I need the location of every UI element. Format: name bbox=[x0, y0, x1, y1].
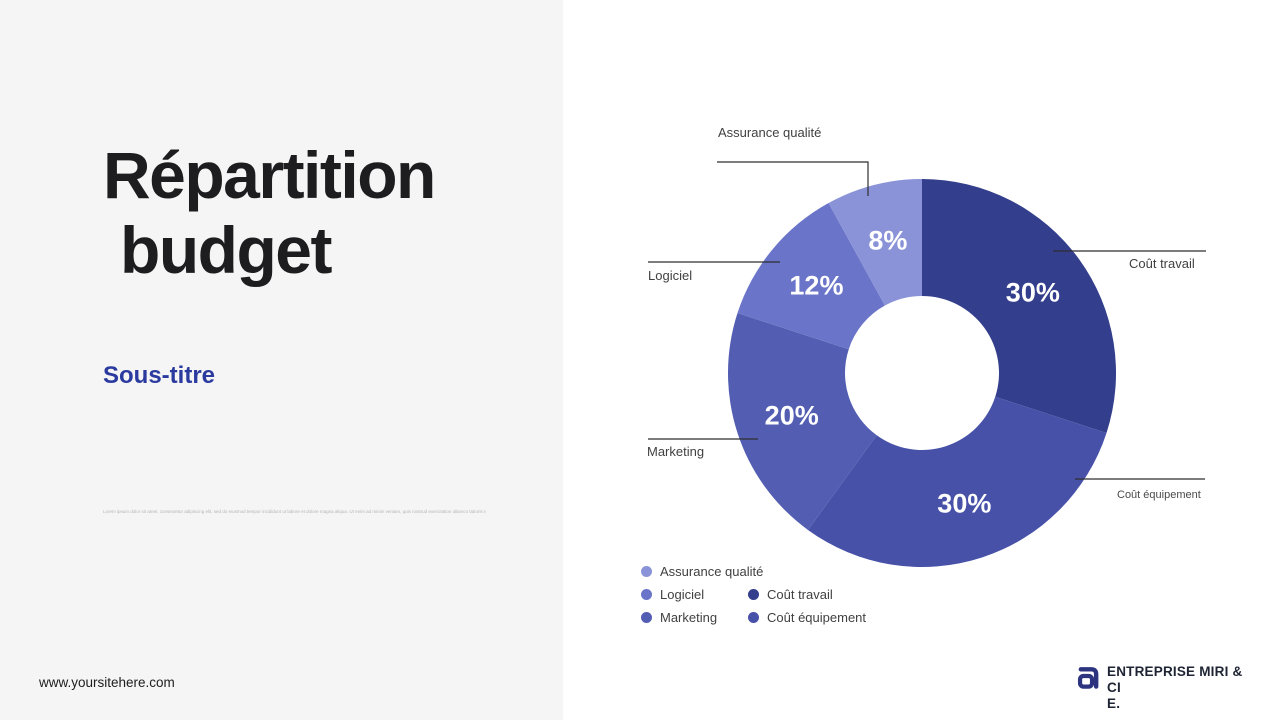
legend-label-cout-equipement: Coût équipement bbox=[767, 610, 867, 625]
donut-slice-cout-travail bbox=[922, 179, 1116, 433]
legend-item-cout-equipement: Coût équipement bbox=[748, 610, 866, 625]
brand-block: ENTREPRISE MIRI & CI E. bbox=[1077, 664, 1249, 712]
fine-print-text: Lorem ipsum dolor sit amet, consectetur … bbox=[103, 509, 486, 514]
legend-item-logiciel: Logiciel bbox=[641, 587, 748, 602]
callout-label-cout-equipement: Coût équipement bbox=[1117, 489, 1201, 501]
callout-line-assurance-qualite bbox=[717, 161, 869, 196]
legend-item-marketing: Marketing bbox=[641, 610, 748, 625]
legend-dot-cout-travail bbox=[748, 589, 759, 600]
donut-slice-marketing bbox=[728, 313, 877, 530]
callout-label-logiciel: Logiciel bbox=[648, 268, 693, 283]
title-line-2: budget bbox=[120, 212, 332, 287]
slice-value-label: 30% bbox=[937, 488, 991, 518]
legend-label-cout-travail: Coût travail bbox=[767, 587, 833, 602]
legend-item-assurance-qualite: Assurance qualité bbox=[641, 564, 763, 579]
legend-label-assurance-qualite: Assurance qualité bbox=[660, 564, 764, 579]
legend-item-cout-travail: Coût travail bbox=[748, 587, 866, 602]
website-url: www.yoursitehere.com bbox=[39, 675, 175, 690]
legend-dot-logiciel bbox=[641, 589, 652, 600]
chart-legend: Assurance qualité Logiciel Coût travail … bbox=[641, 560, 866, 629]
donut-slice-logiciel bbox=[737, 202, 885, 350]
legend-dot-assurance-qualite bbox=[641, 566, 652, 577]
page-title: Répartition budget bbox=[103, 138, 436, 287]
slice-value-label: 30% bbox=[1006, 277, 1060, 307]
subtitle: Sous-titre bbox=[103, 362, 216, 389]
slice-value-label: 8% bbox=[868, 225, 907, 255]
donut-slices: 30% 30% 20% 12% 8% bbox=[728, 179, 1116, 567]
company-name-line-2: E. bbox=[1107, 695, 1121, 711]
left-panel: Répartition budget Sous-titre Lorem ipsu… bbox=[0, 0, 563, 720]
company-logo-icon bbox=[1077, 667, 1099, 689]
legend-dot-cout-equipement bbox=[748, 612, 759, 623]
callout-label-cout-travail: Coût travail bbox=[1129, 256, 1195, 271]
donut-slice-assurance-qualite bbox=[828, 179, 922, 306]
title-line-1: Répartition bbox=[103, 138, 436, 212]
slice-value-label: 12% bbox=[789, 271, 843, 301]
company-name-line-1: ENTREPRISE MIRI & CI bbox=[1107, 664, 1243, 695]
callout-label-assurance-qualite: Assurance qualité bbox=[718, 125, 822, 140]
donut-slice-cout-equipement bbox=[807, 396, 1107, 567]
legend-dot-marketing bbox=[641, 612, 652, 623]
callout-label-marketing: Marketing bbox=[647, 444, 705, 459]
legend-label-logiciel: Logiciel bbox=[660, 587, 705, 602]
company-name: ENTREPRISE MIRI & CI E. bbox=[1107, 664, 1249, 712]
legend-label-marketing: Marketing bbox=[660, 610, 718, 625]
slice-value-label: 20% bbox=[765, 400, 819, 430]
callout-lines bbox=[648, 161, 1206, 480]
